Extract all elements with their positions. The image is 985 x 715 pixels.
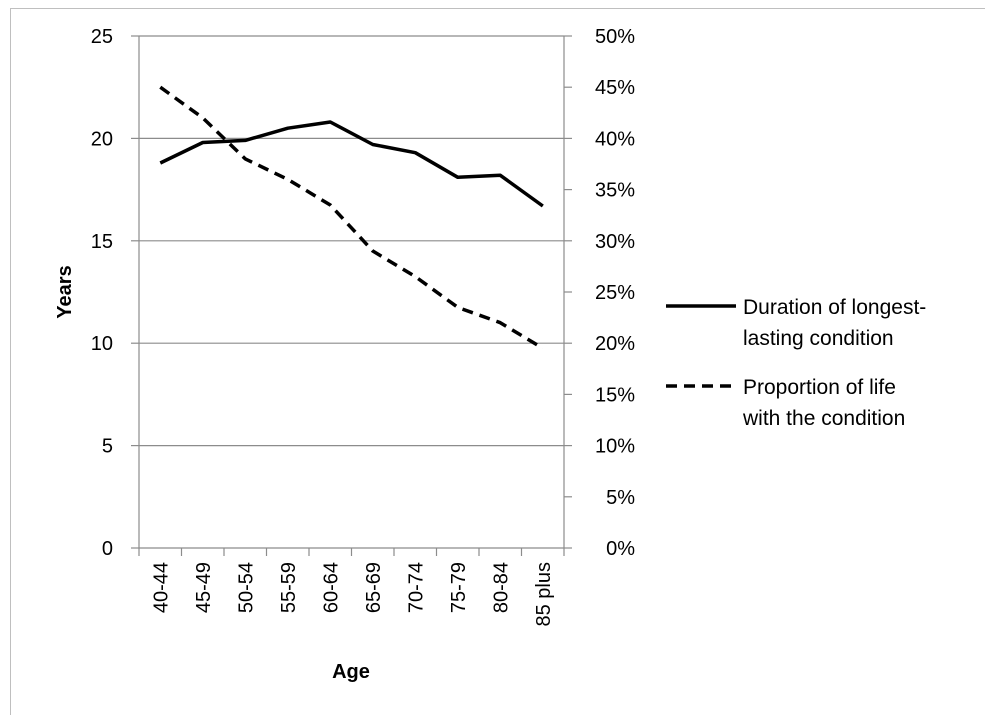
y2-tick-label: 10%	[595, 436, 635, 458]
y2-tick-label: 0%	[606, 538, 635, 560]
chart-frame	[10, 8, 985, 715]
legend-label: lasting condition	[743, 327, 894, 350]
y2-tick-label: 50%	[595, 26, 635, 48]
x-tick-label: 75-79	[448, 562, 470, 613]
series-line-1	[159, 85, 544, 350]
x-tick-label: 45-49	[193, 562, 215, 613]
legend-label: with the condition	[742, 407, 905, 430]
x-tick-label: 65-69	[363, 562, 385, 613]
y2-tick-label: 20%	[595, 333, 635, 355]
y-tick-label: 15	[91, 231, 113, 253]
y2-tick-label: 40%	[595, 128, 635, 150]
x-tick-label: 55-59	[278, 562, 300, 613]
legend-label: Proportion of life	[743, 376, 896, 399]
legend: Duration of longest-lasting condition Pro…	[666, 296, 926, 430]
gridlines	[139, 35, 564, 447]
y-tick-label: 10	[91, 333, 113, 355]
y2-tick-label: 15%	[595, 384, 635, 406]
x-tick-label: 80-84	[490, 562, 512, 613]
x-tick-label: 70-74	[405, 562, 427, 613]
y-tick-label: 5	[102, 436, 113, 458]
x-tick-label: 40-44	[150, 562, 172, 613]
y2-tick-label: 30%	[595, 231, 635, 253]
x-axis-title: Age	[332, 661, 370, 683]
y-axis-title: Years	[54, 265, 76, 318]
y-tick-label: 25	[91, 26, 113, 48]
y2-tick-label: 5%	[606, 487, 635, 509]
x-tick-label: 85 plus	[533, 562, 555, 627]
y-tick-label: 20	[91, 128, 113, 150]
legend-label: Duration of longest-	[743, 296, 926, 319]
y-tick-label: 0	[102, 538, 113, 560]
x-tick-label: 60-64	[320, 562, 342, 613]
axes: 0 5 10 15 20 25 0% 5% 10% 15% 20% 25% 30% 35% 40% 45% 50…	[91, 26, 635, 627]
series-line-0	[159, 120, 544, 208]
x-tick-label: 50-54	[235, 562, 257, 613]
y2-tick-label: 35%	[595, 180, 635, 202]
y2-tick-label: 25%	[595, 282, 635, 304]
y2-tick-label: 45%	[595, 77, 635, 99]
series-lines	[159, 85, 544, 350]
